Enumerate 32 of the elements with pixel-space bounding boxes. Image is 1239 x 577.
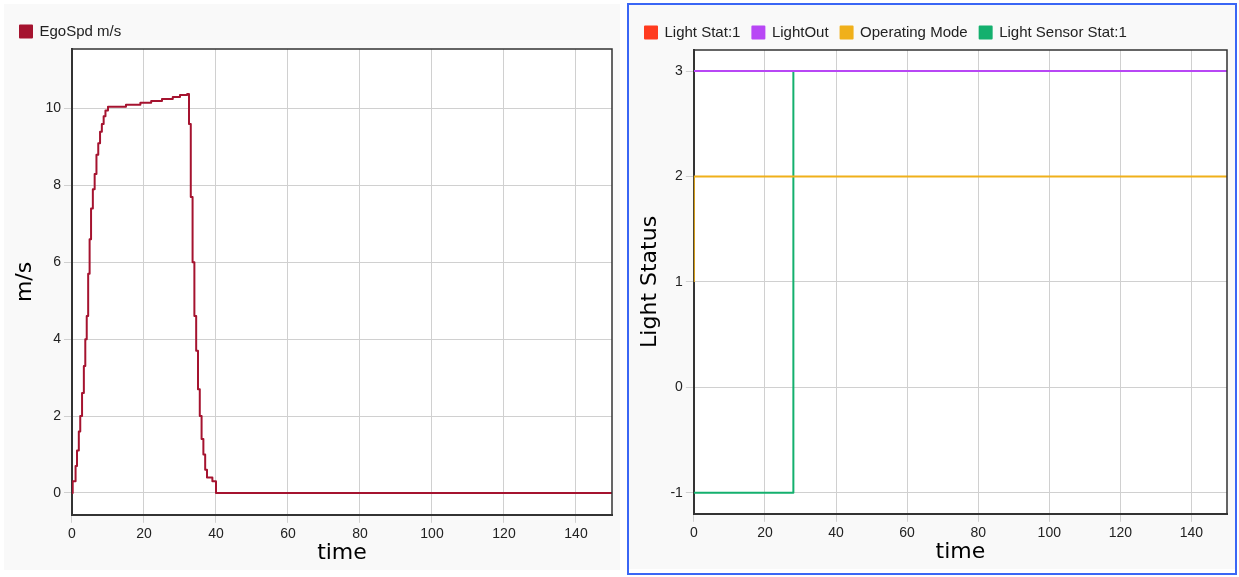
x-tick-label: 60 [899,524,916,541]
y-tick-label: 8 [53,176,62,193]
y-tick-label: 2 [675,167,684,184]
x-tick-label: 0 [689,524,698,541]
legend-label: Operating Mode [860,22,968,40]
y-tick-label: 0 [675,378,684,395]
y-axis-title: m/s [10,261,36,303]
x-tick-label: 60 [280,525,296,542]
x-tick-label: 100 [420,525,444,542]
y-tick-label: -1 [670,483,684,500]
y-tick-label: 3 [675,61,684,78]
x-tick-label: 40 [828,524,845,541]
y-tick-label: 4 [53,330,62,347]
y-tick-label: 6 [53,253,62,270]
x-tick-label: 140 [564,525,588,542]
y-tick-label: 0 [53,483,62,500]
legend-label: LightOut [771,22,830,40]
x-tick-label: 20 [136,525,152,542]
legend-label: Light Stat:1 [664,22,741,40]
y-tick-label: 1 [675,272,684,289]
y-tick-label: 10 [45,99,62,116]
x-tick-label: 120 [492,525,516,542]
x-tick-label: 20 [757,524,773,541]
y-tick-label: 2 [53,406,62,423]
x-tick-label: 100 [1037,524,1062,541]
x-tick-label: 120 [1108,524,1133,541]
legend-label: EgoSpd m/s [39,21,122,39]
legend-label: Light Sensor Stat:1 [999,22,1127,40]
x-tick-label: 0 [68,525,77,542]
x-tick-label: 140 [1179,524,1204,541]
y-axis-title: Light Status [635,215,661,348]
x-tick-label: 40 [208,525,224,542]
